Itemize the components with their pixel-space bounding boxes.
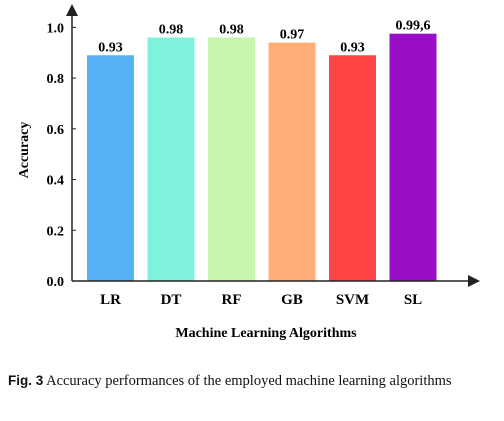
x-tick-label-rf: RF [222,292,242,308]
y-tick-label-4: 0.8 [47,72,65,87]
bars [87,33,437,281]
bar-rf [208,37,255,281]
x-axis-title: Machine Learning Algorithms [175,326,357,341]
figure-caption: Fig. 3 Accuracy performances of the empl… [8,372,490,390]
data-label-lr: 0.93 [98,40,123,55]
data-label-rf: 0.98 [219,23,244,38]
x-tick-label-lr: LR [100,292,121,308]
data-label-svm: 0.93 [340,40,365,55]
y-tick-label-5: 1.0 [47,21,65,36]
y-tick-label-1: 0.2 [47,224,65,239]
x-tick-label-dt: DT [161,292,182,308]
x-axis-ticks: LR DT RF GB SVM SL [100,292,422,308]
caption-text: Accuracy performances of the employed ma… [46,373,452,389]
bar-sl [389,33,437,281]
y-axis-ticks: 0.0 0.2 0.4 0.6 0.8 1.0 [47,21,76,290]
data-label-sl: 0.99,6 [396,19,431,34]
bar-gb [268,42,316,281]
data-label-dt: 0.98 [159,23,184,38]
x-tick-label-sl: SL [404,292,422,308]
bar-chart: 0.930.98 0.98 0.970.930.99,6 0.00.20.40.60… [17,4,480,341]
bar-dt [147,37,195,281]
y-tick-label-2: 0.4 [47,174,65,189]
x-tick-label-svm: SVM [336,292,369,308]
bar-lr [87,55,134,281]
caption-label: Fig. 3 [8,373,44,388]
y-tick-label-3: 0.6 [47,123,65,138]
x-tick-label-gb: GB [281,292,303,308]
data-label-gb: 0.97 [280,28,305,43]
data-labels: 0.93 0.98 0.98 0.97 0.93 0.99,6 [98,19,430,56]
y-axis-title: Accuracy [17,122,32,179]
bar-svm [329,55,376,281]
y-tick-label-0: 0.0 [47,275,65,290]
